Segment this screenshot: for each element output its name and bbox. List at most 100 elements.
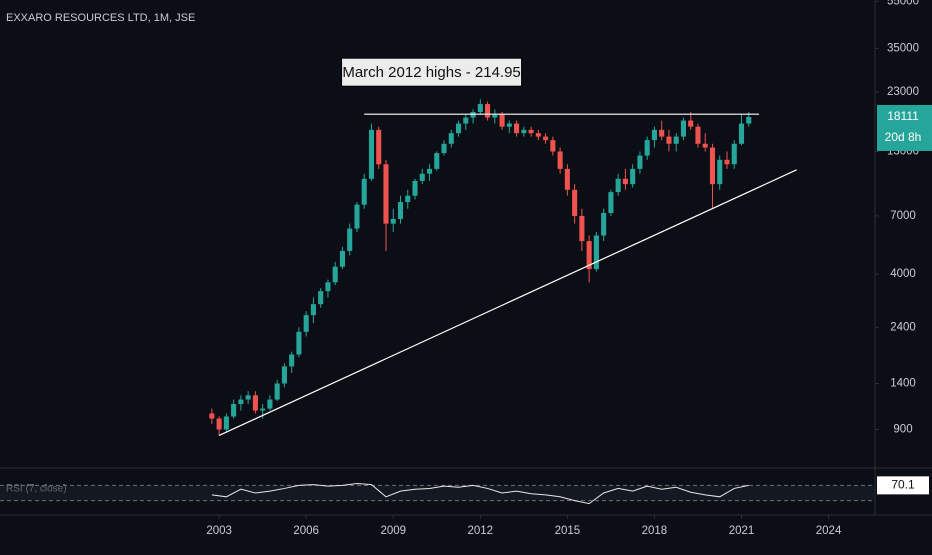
rsi-line bbox=[211, 482, 749, 505]
candle-body bbox=[274, 383, 280, 400]
candle-body bbox=[310, 304, 316, 316]
candle-body bbox=[332, 266, 338, 283]
x-tick-label: 2012 bbox=[468, 525, 494, 537]
candle-body bbox=[368, 129, 375, 179]
last-price-box bbox=[877, 104, 932, 151]
candle-body bbox=[521, 129, 527, 134]
annotation: March 2012 highs - 214.95 bbox=[342, 64, 520, 81]
candle-body bbox=[354, 204, 360, 229]
candle-body bbox=[492, 114, 498, 118]
candle-body bbox=[347, 228, 353, 251]
candle-body bbox=[572, 189, 578, 216]
candle-body bbox=[397, 202, 404, 219]
candle-body bbox=[535, 133, 541, 137]
candle-body bbox=[390, 218, 396, 224]
candle-body bbox=[485, 104, 491, 118]
candle-body bbox=[426, 168, 433, 174]
rsi-value-box bbox=[877, 476, 929, 495]
candle-body bbox=[593, 235, 599, 270]
candle-body bbox=[296, 331, 302, 355]
candle-body bbox=[434, 153, 440, 169]
candle-body bbox=[514, 123, 520, 134]
candle-body bbox=[608, 192, 614, 214]
candle-body bbox=[499, 114, 505, 127]
countdown: 20d 8h bbox=[885, 130, 922, 144]
candle-body bbox=[724, 159, 730, 165]
x-tick-label: 2024 bbox=[816, 525, 842, 537]
candle-body bbox=[731, 143, 737, 165]
candle-body bbox=[695, 126, 701, 144]
candle-body bbox=[260, 408, 266, 411]
candle-body bbox=[339, 250, 345, 267]
x-tick-label: 2018 bbox=[642, 525, 668, 537]
candle-body bbox=[601, 213, 607, 236]
candle-body bbox=[281, 366, 287, 384]
candle-body bbox=[659, 129, 665, 137]
candle-body bbox=[543, 136, 549, 141]
y-tick-label: 900 bbox=[893, 424, 912, 436]
candle-body bbox=[252, 395, 258, 411]
candle-body bbox=[267, 399, 273, 409]
candle-body bbox=[666, 136, 672, 144]
candle-body bbox=[738, 123, 745, 144]
candle-body bbox=[477, 104, 483, 112]
trendline bbox=[218, 169, 797, 437]
y-tick-label: 4000 bbox=[890, 268, 916, 280]
rsi-band-fill bbox=[0, 485, 875, 501]
y-tick-label: 7000 bbox=[890, 210, 916, 222]
x-tick-label: 2009 bbox=[380, 525, 406, 537]
candle-body bbox=[223, 416, 229, 430]
candle-body bbox=[586, 241, 592, 270]
chart-title: EXXARO RESOURCES LTD, 1M, JSE bbox=[6, 12, 195, 24]
candle-body bbox=[630, 168, 636, 185]
annotation-box bbox=[341, 57, 523, 87]
candle-body bbox=[506, 123, 512, 127]
candle-body bbox=[717, 159, 723, 185]
candle-body bbox=[318, 291, 324, 305]
candle-body bbox=[412, 180, 418, 196]
candle-body bbox=[245, 395, 251, 400]
y-tick-label: 35000 bbox=[887, 42, 919, 54]
candle-body bbox=[557, 151, 563, 169]
candle-body bbox=[441, 143, 447, 154]
candle-body bbox=[709, 147, 716, 185]
candle-body bbox=[419, 173, 425, 181]
candle-body bbox=[448, 133, 454, 144]
x-tick-label: 2006 bbox=[293, 525, 319, 537]
x-tick-label: 2015 bbox=[555, 525, 581, 537]
candle-body bbox=[644, 140, 650, 156]
candle-body bbox=[637, 155, 643, 169]
y-tick-label: 23000 bbox=[887, 86, 919, 98]
candle-body bbox=[651, 129, 657, 141]
y-tick-label: 2400 bbox=[890, 321, 916, 333]
y-tick-label: 1400 bbox=[890, 378, 916, 390]
candle-body bbox=[579, 215, 585, 242]
candle-body bbox=[622, 178, 628, 185]
candle-body bbox=[615, 178, 621, 193]
candle-body bbox=[746, 116, 752, 124]
last-price: 18111 bbox=[887, 109, 919, 123]
x-tick-label: 2003 bbox=[206, 525, 232, 537]
candle-body bbox=[376, 129, 382, 165]
candle-body bbox=[361, 178, 367, 205]
candle-body bbox=[209, 413, 215, 419]
candle-body bbox=[303, 315, 309, 332]
candle-body bbox=[680, 120, 686, 137]
candle-body bbox=[231, 403, 237, 417]
candle-body bbox=[238, 399, 244, 404]
candle-body bbox=[673, 136, 679, 144]
candle-body bbox=[564, 168, 570, 190]
candle-body bbox=[216, 418, 222, 430]
candle-body bbox=[405, 195, 411, 203]
candle-body bbox=[325, 282, 331, 292]
candle-body bbox=[688, 120, 694, 127]
candle-body bbox=[456, 123, 462, 134]
y-tick-label: 55000 bbox=[887, 0, 919, 7]
candle-body bbox=[550, 140, 556, 152]
candle-body bbox=[528, 129, 534, 134]
candle-body bbox=[289, 354, 295, 367]
candle-body bbox=[383, 164, 389, 224]
